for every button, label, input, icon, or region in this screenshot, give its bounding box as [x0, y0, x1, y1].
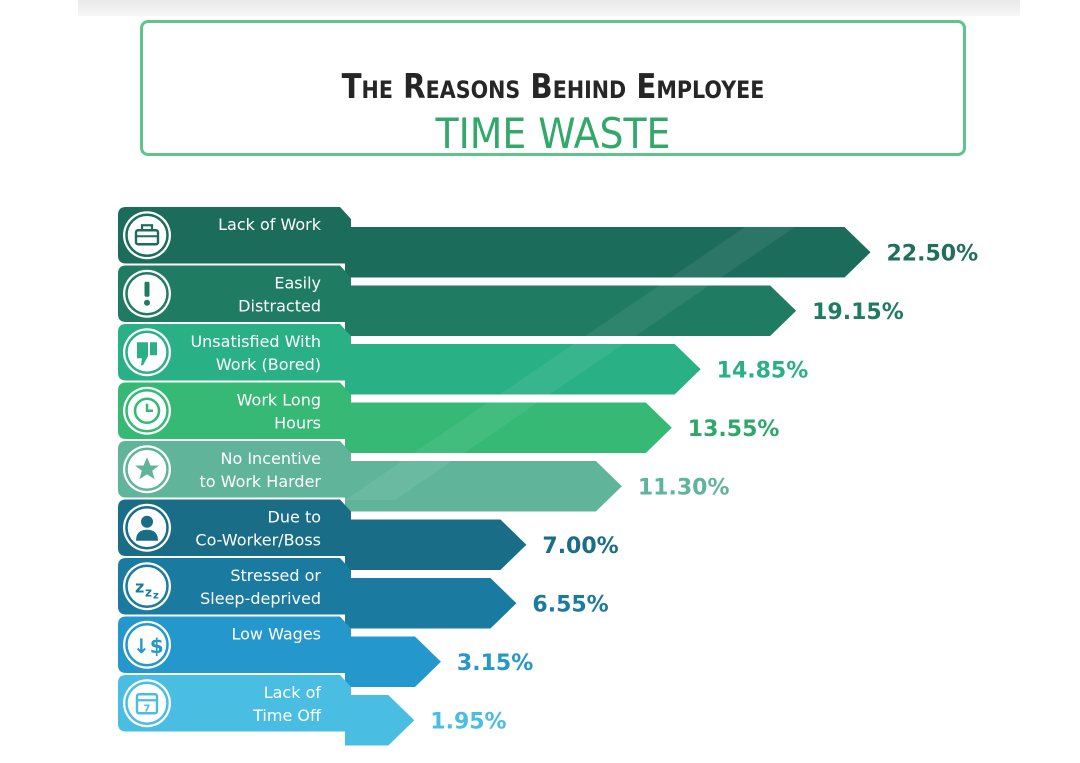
category-tab [118, 616, 351, 673]
bar [345, 578, 517, 629]
category-label: Stressed or Sleep-deprived [200, 566, 321, 608]
clock-icon [123, 386, 171, 435]
bar [345, 519, 527, 570]
category-tab [118, 207, 351, 264]
category-tab [118, 499, 351, 556]
bar [345, 695, 415, 746]
bar [345, 285, 797, 336]
value-label: 7.00% [542, 534, 618, 559]
bar [345, 461, 622, 512]
category-label: Due to Co-Worker/Boss [195, 508, 321, 550]
bar [345, 344, 701, 395]
category-tab [118, 324, 351, 381]
svg-text:z: z [135, 577, 144, 596]
title-box: The Reasons Behind Employee TIME WASTE [140, 20, 966, 158]
category-tab [118, 382, 351, 439]
title-line2: TIME WASTE [435, 109, 671, 158]
category-label: Easily Distracted [238, 274, 321, 316]
value-label: 13.55% [688, 417, 780, 442]
bar [345, 402, 672, 453]
star-icon [123, 445, 171, 494]
value-label: 11.30% [638, 475, 730, 500]
category-tab [118, 558, 351, 615]
category-tab [118, 265, 351, 322]
value-label: 14.85% [717, 358, 809, 383]
title-line1: The Reasons Behind Employee [341, 67, 765, 107]
category-label: Unsatisfied With Work (Bored) [190, 332, 321, 374]
bar-sheen [345, 227, 795, 500]
category-tab [118, 675, 351, 732]
category-label: Work Long Hours [237, 391, 321, 433]
value-label: 6.55% [532, 592, 608, 617]
labels-group: Lack of Work 22.50% Easily Distracted 19.15%… [118, 207, 978, 734]
value-label: 19.15% [812, 300, 904, 325]
category-label: Lack of Time Off [252, 683, 322, 725]
value-label: 1.95% [430, 709, 506, 734]
calendar-icon: 7 [123, 679, 171, 728]
bar [345, 227, 871, 278]
briefcase-icon [123, 211, 171, 260]
svg-text:z: z [145, 585, 152, 599]
value-label: 3.15% [457, 651, 533, 676]
person-icon [123, 503, 171, 552]
top-band [78, 0, 1020, 16]
svg-text:z: z [153, 590, 159, 601]
thumbs-down-icon [123, 328, 171, 377]
value-label: 22.50% [887, 241, 979, 266]
category-label: No Incentive to Work Harder [200, 449, 322, 491]
category-label: Low Wages [231, 625, 321, 644]
svg-text:7: 7 [144, 703, 151, 714]
bars-group [345, 227, 871, 746]
svg-text:↓$: ↓$ [133, 634, 164, 658]
bar [345, 636, 441, 687]
category-tab [118, 441, 351, 498]
exclamation-icon [123, 269, 171, 318]
category-label: Lack of Work [218, 215, 322, 234]
down-dollar-icon: ↓$ [123, 620, 171, 669]
